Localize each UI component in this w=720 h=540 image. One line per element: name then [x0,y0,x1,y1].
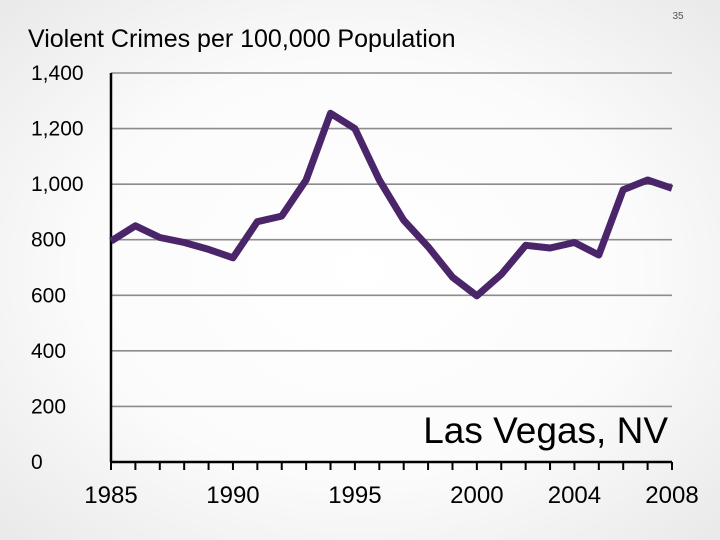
y-tick-label: 600 [31,284,66,307]
y-tick-label: 400 [31,340,66,363]
y-tick-label: 1,400 [31,62,84,85]
chart-title: Violent Crimes per 100,000 Population [28,25,456,53]
grid-lines [111,72,672,408]
x-tick-label: 1985 [84,482,137,509]
x-tick-label: 1990 [206,482,259,509]
y-tick-label: 200 [31,395,66,418]
series-layer [109,109,674,300]
slide-number: 35 [672,11,684,22]
y-tick-labels: 0 200 400 600 800 1,000 1,200 1,400 [31,62,84,474]
x-tick-labels: 1985 1990 1995 2000 2004 2008 [84,482,698,509]
y-tick-label: 1,200 [31,118,84,141]
chart-annotation: Las Vegas, NV [423,410,668,451]
x-tick-label: 2004 [548,482,601,509]
x-tick-label: 1995 [328,482,381,509]
y-tick-label: 800 [31,229,66,252]
y-tick-label: 1,000 [31,173,84,196]
x-tick-label: 2008 [645,482,698,509]
axes [109,73,673,470]
x-tick-label: 2000 [450,482,503,509]
series-line [109,109,674,300]
y-tick-label: 0 [31,451,43,474]
